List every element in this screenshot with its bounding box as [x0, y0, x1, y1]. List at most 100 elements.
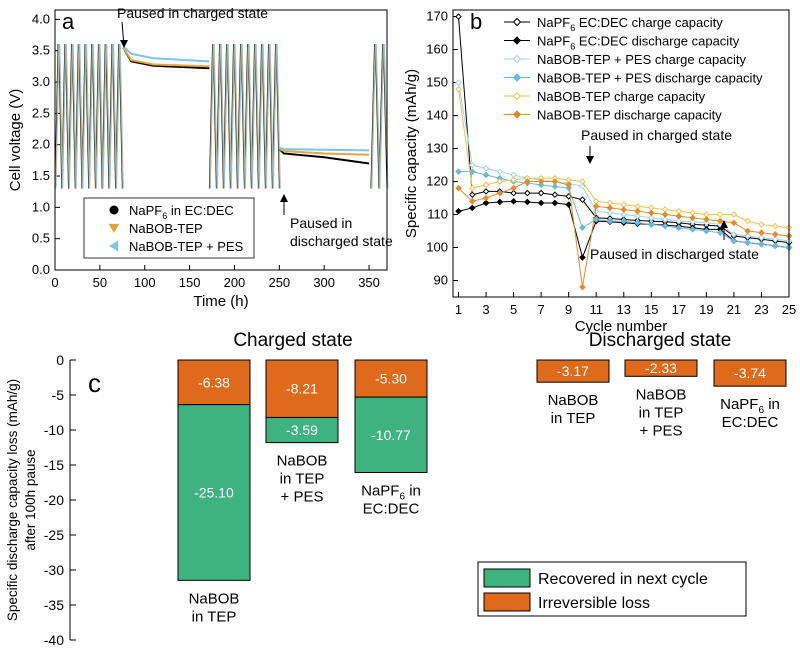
- y-tick-label: -35: [44, 597, 64, 613]
- data-point: [606, 209, 614, 217]
- data-point: [496, 168, 504, 175]
- cycling-trace-2: [371, 44, 389, 189]
- panel-a-callout-discharged-line1: Paused in: [290, 215, 352, 231]
- category-label: in TEP: [280, 471, 325, 488]
- data-point: [730, 219, 738, 227]
- bar-recovered: [354, 396, 428, 473]
- data-point: [482, 165, 490, 172]
- data-point: [482, 171, 490, 179]
- y-tick-label: 1.0: [32, 199, 50, 214]
- category-label: NaBOB: [189, 590, 240, 607]
- panel-b-frame: [452, 9, 790, 298]
- data-point: [537, 199, 545, 207]
- data-point: [468, 204, 476, 212]
- legend-marker: [512, 91, 522, 101]
- category-label: NaBOB: [277, 453, 328, 470]
- data-point: [468, 184, 476, 192]
- data-point: [455, 85, 462, 93]
- bar-label-recovered: -3.59: [286, 422, 318, 438]
- y-tick-label: -15: [44, 457, 64, 473]
- x-tick-label: 7: [538, 302, 545, 317]
- y-tick-label: 150: [426, 75, 448, 90]
- x-tick-label: 0: [51, 275, 58, 290]
- category-label: NaPF6 in: [720, 396, 780, 416]
- bar-label-irreversible: -3.17: [557, 363, 589, 379]
- data-point: [482, 199, 490, 207]
- legend-text-main: NaPF: [129, 203, 162, 218]
- category-label-part: in: [405, 482, 421, 499]
- panel-c-legend: Recovered in next cycle Irreversible loss: [477, 561, 747, 617]
- data-point: [758, 229, 765, 236]
- legend-entry: NaPF6 EC:DEC discharge capacity: [537, 34, 740, 52]
- data-point: [579, 224, 586, 232]
- x-tick-label: 100: [134, 275, 156, 290]
- category-label-part: NaPF: [361, 482, 399, 499]
- legend-entry: NaPF6 in EC:DEC: [129, 203, 234, 221]
- legend-entry: NaBOB-TEP: [129, 221, 203, 236]
- legend-marker: [512, 36, 522, 45]
- data-point: [537, 189, 545, 197]
- data-point: [771, 242, 779, 250]
- data-point: [592, 202, 600, 210]
- legend-text-rest: EC:DEC discharge capacity: [575, 34, 740, 49]
- legend-swatch: [483, 592, 531, 612]
- data-point: [634, 219, 641, 227]
- cycling-trace-2: [55, 44, 124, 189]
- legend-text-subscript: 6: [162, 211, 167, 221]
- panel-b-callout-charged: Paused in charged state: [581, 127, 732, 143]
- legend-text-rest: in EC:DEC: [167, 203, 233, 218]
- y-tick-label: -30: [44, 562, 64, 578]
- y-tick-label: -5: [52, 387, 65, 403]
- legend-entry: NaBOB-TEP charge capacity: [537, 89, 706, 104]
- legend-text-subscript: 6: [570, 42, 575, 52]
- panel-a-callout-charged: Paused in charged state: [117, 5, 268, 21]
- legend-entry: NaPF6 EC:DEC charge capacity: [537, 15, 723, 33]
- legend-text-main: NaBOB-TEP charge capacity: [537, 89, 706, 104]
- panel-a-frame: [54, 9, 388, 271]
- data-point: [468, 168, 476, 175]
- cycling-trace-2: [209, 44, 281, 189]
- y-tick-label: 2.0: [32, 137, 50, 152]
- y-axis-title-line2: after 100h pause: [23, 449, 38, 550]
- x-tick-label: 25: [782, 302, 796, 317]
- bar-label-irreversible: -5.30: [375, 371, 407, 387]
- legend-marker: [109, 205, 119, 215]
- data-point: [579, 254, 586, 261]
- y-tick-label: 90: [434, 273, 448, 288]
- data-point: [606, 204, 614, 212]
- data-point: [510, 189, 517, 197]
- y-tick-label: 0: [56, 352, 64, 368]
- x-axis-title: Time (h): [193, 293, 248, 310]
- data-point: [496, 198, 504, 206]
- x-tick-label: 9: [565, 302, 572, 317]
- data-point: [551, 178, 559, 185]
- data-point: [524, 178, 531, 185]
- bar-irreversible: [536, 359, 610, 383]
- data-point: [730, 237, 738, 245]
- x-tick-label: 23: [754, 302, 768, 317]
- panel-a: 0 50 100 150 200 250 300 350 0.0 0.5 1.0 1.5 2.0 2.5 3…: [7, 5, 393, 310]
- y-tick-label: 100: [426, 240, 448, 255]
- x-tick-label: 17: [672, 302, 686, 317]
- data-point: [716, 217, 724, 225]
- legend-text-main: NaPF: [537, 15, 570, 30]
- panel-b-callout-discharged: Paused in discharged state: [590, 246, 759, 262]
- y-tick-label: 3.5: [32, 43, 50, 58]
- bar-label-irreversible: -8.21: [286, 381, 318, 397]
- y-axis-title-line1: Specific discharge capacity loss (mAh/g): [5, 379, 20, 621]
- data-point: [524, 198, 531, 206]
- panel-a-axes: 0 50 100 150 200 250 300 350 0.0 0.5 1.0 1.5 2.0 2.5 3…: [7, 11, 380, 310]
- y-tick-label: -20: [44, 492, 64, 508]
- legend-swatch: [483, 568, 531, 588]
- data-point: [689, 226, 696, 233]
- legend-text-rest: EC:DEC charge capacity: [575, 15, 723, 30]
- data-point: [510, 198, 517, 205]
- panel-b-callout-charged-arrowhead: [586, 156, 594, 164]
- y-tick-label: -25: [44, 527, 64, 543]
- x-tick-label: 5: [510, 302, 517, 317]
- data-point: [730, 211, 738, 218]
- data-point: [771, 231, 779, 238]
- data-point: [524, 189, 531, 197]
- y-axis-title: Specific capacity (mAh/g): [403, 69, 420, 238]
